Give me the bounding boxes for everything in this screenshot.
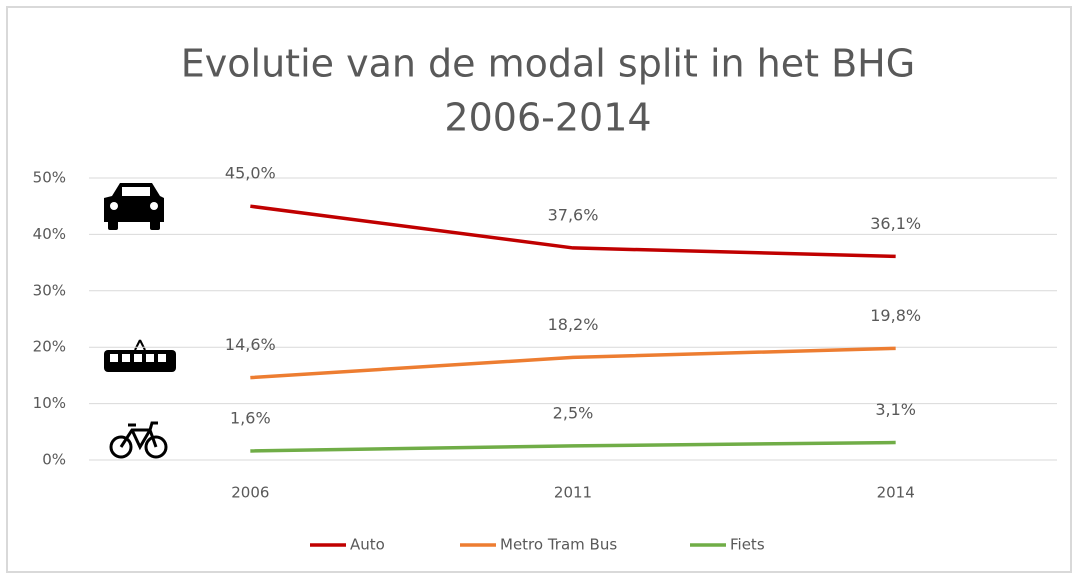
chart-subtitle: 2006-2014 <box>444 96 651 140</box>
data-label: 3,1% <box>875 400 916 419</box>
data-label: 18,2% <box>548 315 599 334</box>
legend-label: Fiets <box>730 536 765 554</box>
x-tick-label: 2006 <box>231 484 269 502</box>
line-series <box>250 346 896 380</box>
y-tick-label: 40% <box>33 225 66 243</box>
legend-label: Auto <box>350 536 385 554</box>
data-label: 36,1% <box>870 214 921 233</box>
bicycle-icon <box>109 421 168 459</box>
data-label: 37,6% <box>548 205 599 224</box>
x-tick-label: 2014 <box>877 484 915 502</box>
data-label: 14,6% <box>225 335 276 354</box>
data-label: 19,8% <box>870 306 921 325</box>
chart-frame <box>6 6 1072 573</box>
line-series <box>250 204 896 259</box>
legend-label: Metro Tram Bus <box>500 536 617 554</box>
chart-title: Evolutie van de modal split in het BHG <box>181 42 915 86</box>
car-icon <box>104 183 164 230</box>
tram-icon <box>104 339 176 372</box>
y-tick-label: 50% <box>33 169 66 187</box>
y-tick-label: 20% <box>33 338 66 356</box>
y-tick-label: 0% <box>42 451 66 469</box>
data-label: 1,6% <box>230 408 271 427</box>
data-label: 45,0% <box>225 164 276 183</box>
data-label: 2,5% <box>553 403 594 422</box>
x-tick-label: 2011 <box>554 484 592 502</box>
y-tick-label: 30% <box>33 281 66 299</box>
line-series <box>250 440 896 453</box>
y-tick-label: 10% <box>33 394 66 412</box>
